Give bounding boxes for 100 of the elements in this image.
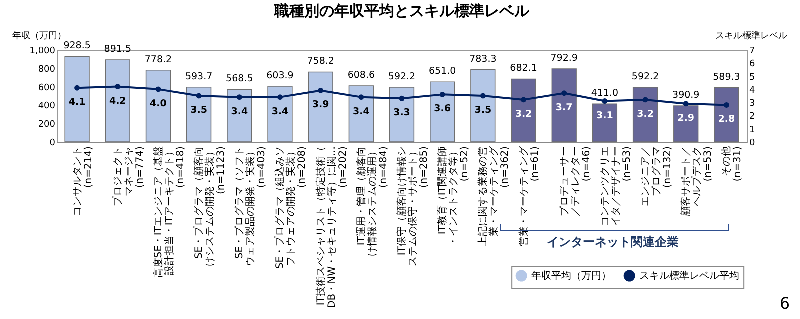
data-label: 3.4: [272, 106, 290, 118]
bar: [674, 106, 699, 142]
data-label: 592.2: [632, 72, 660, 83]
bar: [105, 60, 130, 142]
y2-tick-label: 1: [750, 125, 756, 136]
x-tick-label: IT教育（IT関連講師・インストラクタ等）(n=52): [436, 146, 471, 246]
point: [521, 97, 527, 103]
x-tick-label: プロジェクトマネージャ(n=774): [112, 146, 146, 206]
x-tick-label: IT保守（顧客向け情報システムの保守・サポート）(n=285): [396, 146, 430, 266]
x-tick-label: IT運用・管理（顧客向け情報システムの運用）(n=484): [355, 146, 390, 256]
data-label: 592.2: [388, 72, 416, 83]
data-label: 4.0: [150, 98, 168, 110]
bar: [268, 86, 293, 142]
data-label: 390.9: [672, 90, 700, 102]
y-tick-label: 800: [38, 64, 56, 75]
legend-label: スキル標準レベル平均: [640, 270, 740, 282]
data-label: 928.5: [64, 40, 91, 52]
point: [440, 92, 446, 98]
x-tick-label: IT技術スペシャリスト（特定技術（DB・NW・セキュリティ等）に関…(n=202): [314, 146, 349, 308]
y2-tick-label: 3: [750, 99, 756, 110]
data-label: 682.1: [510, 63, 538, 74]
data-label: 4.2: [109, 96, 126, 107]
text: インターネット関連企業: [547, 234, 680, 251]
data-label: 4.1: [68, 97, 86, 108]
chart-title: 職種別の年収平均とスキル標準レベル: [274, 2, 530, 20]
y-tick-label: 400: [38, 102, 56, 112]
point: [358, 94, 364, 100]
point: [642, 97, 648, 103]
data-label: 3.6: [434, 104, 452, 115]
point: [74, 85, 80, 91]
data-label: 792.9: [550, 53, 578, 64]
bar: [64, 56, 90, 142]
point: [724, 102, 730, 108]
data-label: 411.0: [591, 88, 619, 100]
data-label: 589.3: [713, 72, 740, 83]
bar: [552, 68, 577, 142]
y2-tick-label: 4: [750, 86, 756, 96]
bar: [592, 104, 618, 142]
y2-axis-title: スキル標準レベル: [716, 30, 788, 42]
y2-tick-label: 7: [750, 46, 756, 56]
text: 6: [780, 294, 790, 313]
y-tick-label: 200: [38, 120, 56, 130]
data-label: 2.9: [678, 112, 695, 124]
data-label: 651.0: [428, 66, 456, 78]
bar: [146, 70, 172, 142]
y2-tick-label: 5: [750, 72, 756, 83]
data-label: 783.3: [470, 54, 497, 65]
point: [399, 96, 405, 102]
point: [562, 90, 568, 96]
bar: [227, 89, 252, 142]
point: [602, 98, 608, 104]
x-tick-label: 高度SE・ITエンジニア（基盤設計担当・ITアーキテクト）(n=418): [152, 146, 186, 278]
data-label: 3.4: [231, 106, 248, 118]
data-label: 603.9: [266, 70, 294, 82]
point: [277, 94, 283, 100]
bar: [714, 87, 740, 142]
x-tick-label: コンテンツクリエイタ／デザイナー(n=53): [600, 146, 633, 226]
bar: [430, 82, 456, 142]
data-label: 758.2: [307, 56, 334, 68]
legend-label: 年収平均（万円）: [532, 270, 612, 282]
data-label: 593.7: [185, 71, 213, 82]
y-tick-label: 1,000: [30, 46, 56, 56]
point: [236, 94, 242, 100]
data-label: 608.6: [348, 70, 376, 82]
point: [156, 86, 162, 92]
bar: [186, 86, 212, 142]
data-label: 3.3: [394, 108, 410, 119]
bar: [511, 78, 536, 142]
point: [115, 84, 121, 90]
point: [480, 93, 486, 99]
x-tick-label: その他(n=31): [720, 146, 744, 182]
x-tick-label: SE・プログラマ（ソフトウェア製品の開発・実装）(n=403): [234, 146, 268, 266]
bar: [308, 72, 334, 142]
bar: [348, 86, 374, 142]
x-tick-label: エンジニア／プログラマ(n=132): [640, 146, 674, 206]
data-label: 3.4: [352, 106, 370, 118]
point: [318, 88, 324, 94]
data-label: 891.5: [104, 44, 132, 55]
x-tick-label: SE・プログラマ（顧客向けシステムの開発・実装）(n=1123): [193, 146, 228, 266]
data-label: 778.2: [144, 54, 172, 66]
y-axis-title: 年収（万円）: [12, 30, 66, 42]
point: [196, 93, 202, 99]
x-tick-label: SE・プログラマ（組込みソフトウェアの開発・実装）(n=208): [274, 146, 308, 270]
x-tick-label: プロデューサー／ディレクター(n=46): [558, 146, 592, 216]
y-tick-label: 600: [38, 83, 56, 94]
x-tick-label: 上記に関する業務の営業・マーケティング(n=362): [477, 146, 512, 246]
bar: [632, 87, 658, 142]
x-tick-label: コンサルタント(n=214): [72, 146, 94, 216]
data-label: 3.2: [515, 108, 532, 120]
bar: [389, 87, 415, 142]
data-label: 3.2: [637, 108, 654, 120]
y-tick-label: 0: [50, 138, 56, 148]
data-label: 2.8: [718, 114, 736, 126]
data-label: 3.5: [190, 105, 208, 116]
y2-tick-label: 2: [750, 112, 756, 122]
data-label: 3.5: [474, 105, 492, 116]
data-label: 3.9: [312, 100, 330, 111]
data-label: 3.1: [596, 110, 614, 122]
data-label: 3.7: [556, 102, 573, 114]
bar: [470, 70, 496, 142]
